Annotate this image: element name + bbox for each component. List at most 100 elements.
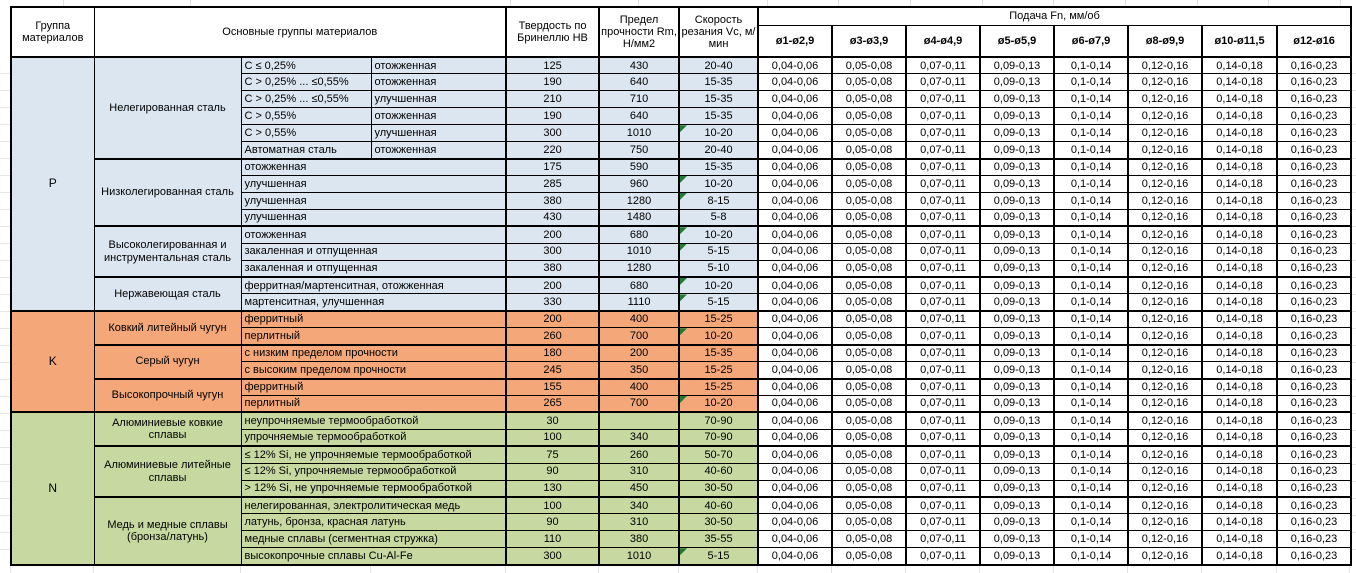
feed-value-cell-5[interactable]: 0,12-0,16: [1127, 259, 1203, 278]
feed-value-cell-1[interactable]: 0,05-0,08: [831, 411, 907, 430]
feed-value-cell-3[interactable]: 0,09-0,13: [979, 428, 1055, 447]
feed-value-cell-1[interactable]: 0,05-0,08: [831, 73, 907, 92]
hb-cell[interactable]: 30: [505, 411, 600, 430]
hb-cell[interactable]: 75: [505, 445, 600, 464]
feed-value-cell-1[interactable]: 0,05-0,08: [831, 547, 907, 566]
feed-value-cell-4[interactable]: 0,1-0,14: [1053, 513, 1129, 532]
feed-value-cell-2[interactable]: 0,07-0,11: [905, 377, 981, 396]
feed-value-cell-7[interactable]: 0,16-0,23: [1276, 513, 1352, 532]
feed-value-cell-6[interactable]: 0,14-0,18: [1201, 157, 1278, 176]
feed-value-cell-6[interactable]: 0,14-0,18: [1201, 191, 1278, 210]
feed-value-cell-7[interactable]: 0,16-0,23: [1276, 495, 1352, 515]
feed-value-cell-4[interactable]: 0,1-0,14: [1053, 275, 1129, 295]
feed-col-header-1[interactable]: ø3-ø3,9: [831, 24, 907, 58]
feed-value-cell-3[interactable]: 0,09-0,13: [979, 462, 1055, 481]
rm-cell[interactable]: 960: [598, 174, 680, 193]
feed-value-cell-2[interactable]: 0,07-0,11: [905, 513, 981, 532]
feed-value-cell-4[interactable]: 0,1-0,14: [1053, 530, 1129, 549]
feed-value-cell-0[interactable]: 0,04-0,06: [757, 157, 833, 176]
feed-value-cell-0[interactable]: 0,04-0,06: [757, 309, 833, 329]
feed-value-cell-6[interactable]: 0,14-0,18: [1201, 174, 1278, 193]
subgroup-cell[interactable]: Нелегированная сталь: [93, 56, 242, 160]
vc-cell[interactable]: 15-35: [678, 343, 759, 363]
feed-value-cell-5[interactable]: 0,12-0,16: [1127, 495, 1203, 515]
feed-value-cell-1[interactable]: 0,05-0,08: [831, 495, 907, 515]
feed-value-cell-4[interactable]: 0,1-0,14: [1053, 242, 1129, 261]
spec-cell[interactable]: с низким пределом прочности: [240, 343, 507, 363]
feed-value-cell-3[interactable]: 0,09-0,13: [979, 530, 1055, 549]
feed-value-cell-6[interactable]: 0,14-0,18: [1201, 547, 1278, 566]
feed-value-cell-0[interactable]: 0,04-0,06: [757, 394, 833, 413]
feed-value-cell-2[interactable]: 0,07-0,11: [905, 530, 981, 549]
feed-value-cell-6[interactable]: 0,14-0,18: [1201, 309, 1278, 329]
col-header-materials[interactable]: Основные группы материалов: [93, 6, 507, 58]
feed-value-cell-2[interactable]: 0,07-0,11: [905, 275, 981, 295]
feed-value-cell-0[interactable]: 0,04-0,06: [757, 107, 833, 126]
hb-cell[interactable]: 110: [505, 530, 600, 549]
state-cell[interactable]: отожженная: [370, 73, 507, 92]
spec-cell[interactable]: улучшенная: [240, 208, 507, 227]
feed-value-cell-7[interactable]: 0,16-0,23: [1276, 141, 1352, 160]
feed-value-cell-5[interactable]: 0,12-0,16: [1127, 242, 1203, 261]
spec-cell[interactable]: перлитный: [240, 327, 507, 346]
feed-value-cell-3[interactable]: 0,09-0,13: [979, 73, 1055, 92]
feed-value-cell-0[interactable]: 0,04-0,06: [757, 293, 833, 312]
feed-value-cell-3[interactable]: 0,09-0,13: [979, 208, 1055, 227]
col-header-speed[interactable]: Скорость резания Vc, м/мин: [678, 6, 759, 58]
feed-value-cell-7[interactable]: 0,16-0,23: [1276, 225, 1352, 244]
vc-cell[interactable]: 5-15: [678, 293, 759, 312]
hb-cell[interactable]: 210: [505, 90, 600, 109]
feed-value-cell-4[interactable]: 0,1-0,14: [1053, 361, 1129, 380]
feed-value-cell-0[interactable]: 0,04-0,06: [757, 73, 833, 92]
feed-value-cell-3[interactable]: 0,09-0,13: [979, 275, 1055, 295]
spec-cell[interactable]: упрочняемые термообработкой: [240, 428, 507, 447]
subgroup-cell[interactable]: Высоколегированная и инструментальная ст…: [93, 225, 242, 278]
hb-cell[interactable]: 130: [505, 479, 600, 498]
feed-value-cell-3[interactable]: 0,09-0,13: [979, 394, 1055, 413]
feed-value-cell-1[interactable]: 0,05-0,08: [831, 309, 907, 329]
rm-cell[interactable]: 430: [598, 56, 680, 75]
group-cell-P[interactable]: P: [10, 56, 95, 312]
feed-value-cell-1[interactable]: 0,05-0,08: [831, 293, 907, 312]
feed-value-cell-7[interactable]: 0,16-0,23: [1276, 462, 1352, 481]
rm-cell[interactable]: 400: [598, 377, 680, 396]
feed-value-cell-2[interactable]: 0,07-0,11: [905, 225, 981, 244]
feed-value-cell-6[interactable]: 0,14-0,18: [1201, 107, 1278, 126]
feed-value-cell-5[interactable]: 0,12-0,16: [1127, 157, 1203, 176]
feed-value-cell-0[interactable]: 0,04-0,06: [757, 124, 833, 143]
feed-value-cell-0[interactable]: 0,04-0,06: [757, 428, 833, 447]
hb-cell[interactable]: 285: [505, 174, 600, 193]
feed-value-cell-4[interactable]: 0,1-0,14: [1053, 73, 1129, 92]
feed-value-cell-7[interactable]: 0,16-0,23: [1276, 293, 1352, 312]
feed-value-cell-4[interactable]: 0,1-0,14: [1053, 394, 1129, 413]
feed-value-cell-2[interactable]: 0,07-0,11: [905, 479, 981, 498]
feed-value-cell-2[interactable]: 0,07-0,11: [905, 73, 981, 92]
hb-cell[interactable]: 330: [505, 293, 600, 312]
vc-cell[interactable]: 70-90: [678, 411, 759, 430]
col-header-strength[interactable]: Предел прочности Rm, Н/мм2: [598, 6, 680, 58]
spec-cell[interactable]: ферритная/мартенситная, отожженная: [240, 275, 507, 295]
feed-value-cell-7[interactable]: 0,16-0,23: [1276, 327, 1352, 346]
feed-value-cell-2[interactable]: 0,07-0,11: [905, 394, 981, 413]
feed-value-cell-4[interactable]: 0,1-0,14: [1053, 428, 1129, 447]
feed-value-cell-0[interactable]: 0,04-0,06: [757, 208, 833, 227]
feed-value-cell-7[interactable]: 0,16-0,23: [1276, 174, 1352, 193]
feed-value-cell-0[interactable]: 0,04-0,06: [757, 174, 833, 193]
hb-cell[interactable]: 200: [505, 309, 600, 329]
spec-cell[interactable]: закаленная и отпущенная: [240, 242, 507, 261]
feed-value-cell-1[interactable]: 0,05-0,08: [831, 90, 907, 109]
hb-cell[interactable]: 260: [505, 327, 600, 346]
rm-cell[interactable]: [598, 411, 680, 430]
feed-value-cell-5[interactable]: 0,12-0,16: [1127, 479, 1203, 498]
feed-value-cell-7[interactable]: 0,16-0,23: [1276, 73, 1352, 92]
feed-value-cell-3[interactable]: 0,09-0,13: [979, 411, 1055, 430]
feed-value-cell-3[interactable]: 0,09-0,13: [979, 547, 1055, 566]
feed-value-cell-4[interactable]: 0,1-0,14: [1053, 56, 1129, 75]
feed-value-cell-1[interactable]: 0,05-0,08: [831, 141, 907, 160]
hb-cell[interactable]: 90: [505, 462, 600, 481]
feed-value-cell-1[interactable]: 0,05-0,08: [831, 225, 907, 244]
feed-value-cell-1[interactable]: 0,05-0,08: [831, 275, 907, 295]
vc-cell[interactable]: 15-25: [678, 309, 759, 329]
feed-value-cell-3[interactable]: 0,09-0,13: [979, 377, 1055, 396]
vc-cell[interactable]: 15-35: [678, 73, 759, 92]
